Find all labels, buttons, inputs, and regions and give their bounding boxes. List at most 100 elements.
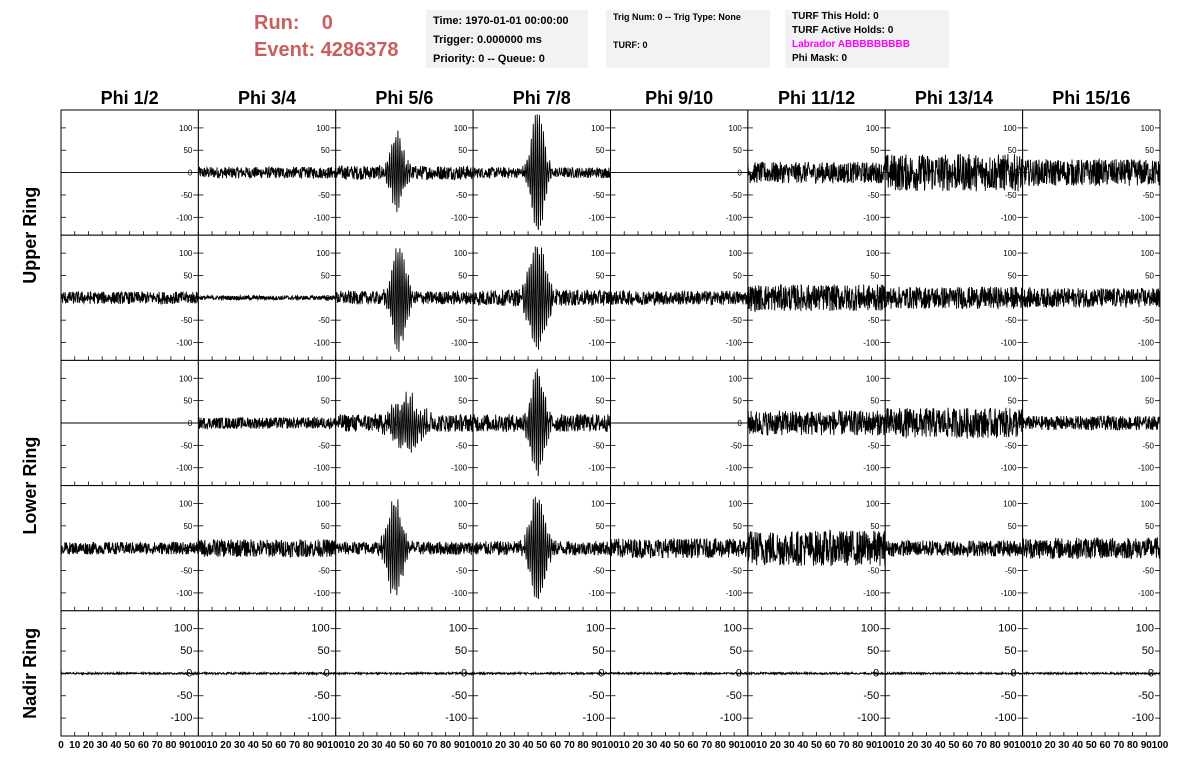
waveform-trace	[335, 130, 474, 213]
y-tick-label: -50	[593, 441, 605, 450]
x-tick-label: 80	[577, 740, 589, 751]
y-tick-label: 50	[1008, 397, 1017, 406]
y-tick-label: -100	[314, 589, 331, 598]
x-tick-label: 40	[660, 740, 672, 751]
y-tick-label: -50	[181, 567, 193, 576]
y-tick-label: 50	[1004, 645, 1016, 657]
x-tick-label: 60	[413, 740, 425, 751]
y-tick-label: 100	[586, 623, 604, 635]
waveform-trace	[884, 286, 1024, 310]
x-tick-label: 50	[948, 740, 960, 751]
x-tick-label: 30	[784, 740, 796, 751]
y-tick-label: -100	[314, 213, 331, 222]
run-event-header: Run: 0 Event: 4286378	[254, 10, 399, 64]
turf-hold-text: TURF This Hold: 0	[792, 11, 879, 22]
x-tick-label: 90	[866, 740, 878, 751]
y-tick-label: 100	[591, 249, 605, 258]
x-tick-label: 10	[756, 740, 768, 751]
y-tick-label: 0	[1012, 544, 1017, 553]
waveform-trace	[335, 248, 474, 352]
y-tick-label: -50	[868, 316, 880, 325]
waveform-trace	[335, 391, 474, 453]
y-tick-label: 50	[458, 146, 467, 155]
waveform-trace	[747, 409, 886, 436]
waveform-trace	[60, 670, 199, 676]
column-title: Phi 15/16	[1052, 88, 1130, 108]
y-tick-label: -100	[451, 213, 468, 222]
y-tick-label: -50	[868, 441, 880, 450]
y-tick-label: 50	[596, 271, 605, 280]
y-tick-label: 100	[1003, 499, 1017, 508]
y-tick-label: 0	[1012, 419, 1017, 428]
x-tick-label: 100	[1014, 740, 1031, 751]
x-tick-label: 20	[358, 740, 370, 751]
y-tick-label: -50	[589, 690, 605, 702]
y-tick-label: 50	[592, 645, 604, 657]
y-tick-label: 100	[729, 249, 743, 258]
y-tick-label: -50	[730, 316, 742, 325]
waveform-trace	[472, 368, 611, 477]
y-tick-label: 50	[870, 397, 879, 406]
column-title: Phi 9/10	[645, 88, 713, 108]
y-tick-label: -100	[863, 589, 880, 598]
y-tick-label: 50	[180, 645, 192, 657]
y-tick-label: -100	[720, 712, 742, 724]
y-tick-label: -100	[451, 464, 468, 473]
y-tick-label: 50	[733, 271, 742, 280]
y-tick-label: -50	[456, 441, 468, 450]
y-tick-label: -50	[181, 191, 193, 200]
y-tick-label: -50	[456, 567, 468, 576]
x-tick-label: 90	[179, 740, 191, 751]
x-tick-label: 10	[619, 740, 631, 751]
y-tick-label: -100	[176, 339, 193, 348]
waveform-trace	[60, 290, 199, 306]
y-tick-label: 100	[174, 623, 192, 635]
y-tick-label: -50	[593, 567, 605, 576]
y-tick-label: 100	[179, 249, 193, 258]
y-tick-label: -100	[176, 213, 193, 222]
y-tick-label: 100	[591, 374, 605, 383]
x-tick-label: 30	[371, 740, 383, 751]
y-tick-label: -100	[863, 464, 880, 473]
x-tick-label: 90	[316, 740, 328, 751]
run-label: Run:	[254, 12, 300, 34]
y-tick-label: 50	[183, 271, 192, 280]
x-tick-label: 30	[921, 740, 933, 751]
turf-text: TURF: 0	[613, 40, 648, 50]
column-title: Phi 11/12	[778, 88, 855, 108]
column-title: Phi 7/8	[513, 88, 571, 108]
y-tick-label: 50	[318, 645, 330, 657]
x-tick-label: 60	[550, 740, 562, 751]
x-tick-label: 20	[495, 740, 507, 751]
y-tick-label: -50	[1005, 441, 1017, 450]
waveform-trace	[884, 670, 1023, 676]
y-tick-label: 100	[179, 499, 193, 508]
y-tick-label: 50	[1008, 271, 1017, 280]
waveform-trace	[60, 540, 199, 556]
y-tick-label: 50	[1008, 522, 1017, 531]
x-tick-label: 90	[591, 740, 603, 751]
x-tick-label: 20	[907, 740, 919, 751]
x-tick-label: 30	[1058, 740, 1070, 751]
y-tick-label: -50	[318, 441, 330, 450]
y-tick-label: -100	[451, 589, 468, 598]
x-tick-label: 0	[58, 740, 64, 751]
x-tick-label: 70	[289, 740, 301, 751]
y-tick-label: -50	[593, 316, 605, 325]
x-tick-label: 40	[797, 740, 809, 751]
y-tick-label: 100	[1136, 623, 1154, 635]
y-tick-label: -100	[588, 213, 605, 222]
x-tick-label: 90	[729, 740, 741, 751]
x-tick-label: 100	[190, 740, 207, 751]
y-tick-label: 50	[321, 522, 330, 531]
x-tick-label: 10	[344, 740, 356, 751]
x-tick-label: 40	[248, 740, 260, 751]
row-label: Lower Ring	[20, 437, 40, 535]
y-tick-label: -100	[995, 712, 1017, 724]
waveform-trace	[610, 670, 749, 677]
labrador-text: Labrador ABBBBBBBBB	[792, 39, 910, 50]
waveform-trace	[335, 670, 474, 676]
y-tick-label: -100	[588, 589, 605, 598]
x-tick-label: 80	[303, 740, 315, 751]
turf-active-text: TURF Active Holds: 0	[792, 25, 894, 36]
